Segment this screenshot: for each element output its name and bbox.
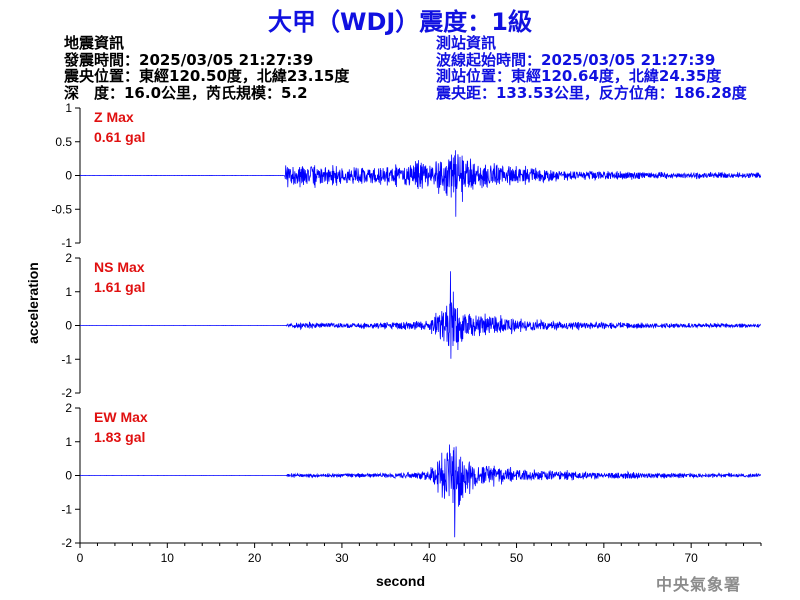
max-label-ew: EW Max [94,409,148,425]
max-value-ew: 1.83 gal [94,429,145,445]
y-tick-label-ns: -2 [61,386,72,400]
x-axis-label: second [376,573,425,589]
x-tick-label: 40 [423,551,437,565]
earthquake-info-header: 地震資訊 [64,34,125,52]
station-location: 測站位置：東經120.64度，北緯24.35度 [436,67,722,85]
y-tick-label-ns: 2 [65,251,72,265]
y-tick-label-ew: -2 [61,536,72,550]
page-title: 大甲（WDJ）震度：1級 [267,8,533,36]
x-tick-label: 20 [248,551,262,565]
x-tick-label: 70 [684,551,698,565]
x-tick-label: 10 [161,551,175,565]
max-value-z: 0.61 gal [94,129,145,145]
y-tick-label-ns: 0 [65,319,72,333]
waveform-ns [80,271,761,359]
max-label-ns: NS Max [94,259,145,275]
epicenter-location: 震央位置：東經120.50度，北緯23.15度 [64,67,350,85]
x-tick-label: 0 [77,551,84,565]
y-tick-label-z: 0.5 [55,135,72,149]
max-value-ns: 1.61 gal [94,279,145,295]
origin-time: 發震時間：2025/03/05 21:27:39 [64,50,314,69]
max-label-z: Z Max [94,109,134,125]
agency-credit: 中央氣象署 [656,575,742,594]
waveform-ew [79,444,762,538]
y-tick-label-ew: -1 [61,502,72,516]
x-tick-label: 50 [510,551,524,565]
y-tick-label-ns: 1 [65,285,72,299]
x-tick-label: 60 [597,551,611,565]
y-tick-label-z: 0 [65,169,72,183]
wave-start-time: 波線起始時間：2025/03/05 21:27:39 [436,50,716,69]
y-tick-label-ew: 2 [65,401,72,415]
epicentral-distance: 震央距：133.53公里，反方位角：186.28度 [436,83,747,102]
y-tick-label-z: -1 [61,236,72,250]
y-tick-label-z: 1 [65,101,72,115]
depth-magnitude: 深 度：16.0公里，芮氏規模：5.2 [64,83,308,102]
waveform-z [79,150,762,217]
y-tick-label-ew: 0 [65,469,72,483]
station-info-header: 測站資訊 [436,34,497,52]
y-tick-label-ns: -1 [61,352,72,366]
y-tick-label-ew: 1 [65,435,72,449]
y-tick-label-z: -0.5 [51,202,72,216]
y-axis-label: acceleration [25,262,41,344]
earthquake-info: 地震資訊 發震時間：2025/03/05 21:27:39 震央位置：東經120… [64,35,349,101]
station-info: 測站資訊 波線起始時間：2025/03/05 21:27:39 測站位置：東經1… [436,35,747,101]
x-tick-label: 30 [335,551,349,565]
